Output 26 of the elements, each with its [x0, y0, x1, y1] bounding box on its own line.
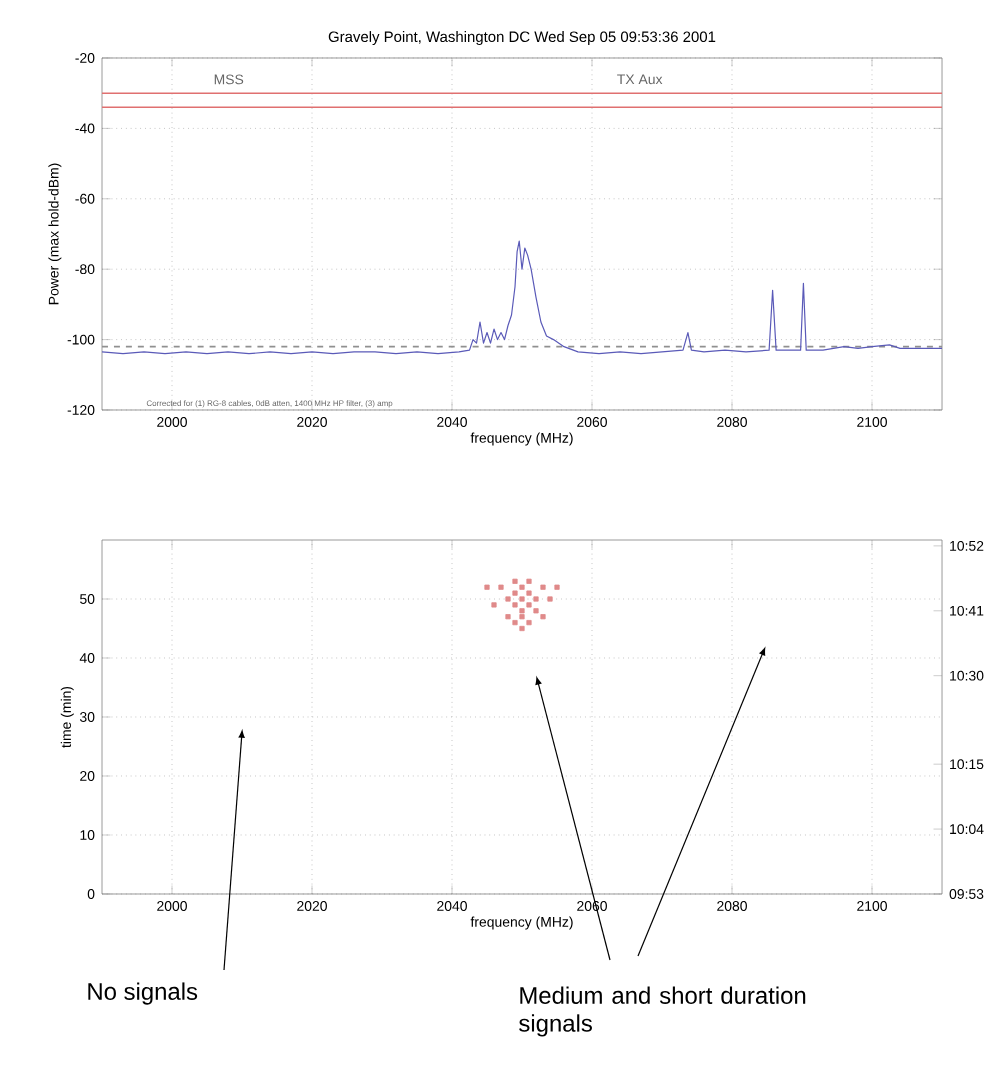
point	[547, 596, 553, 602]
point	[519, 608, 525, 614]
point	[512, 578, 518, 584]
point	[519, 596, 525, 602]
point	[554, 584, 560, 590]
point	[519, 614, 525, 620]
text: Medium and short duration signals	[519, 986, 806, 1037]
point	[526, 578, 532, 584]
point	[526, 602, 532, 608]
point	[540, 614, 546, 620]
point	[491, 602, 497, 608]
point	[519, 584, 525, 590]
point	[512, 602, 518, 608]
point	[533, 608, 539, 614]
point	[484, 584, 490, 590]
point	[533, 596, 539, 602]
point	[512, 590, 518, 596]
point	[540, 584, 546, 590]
point	[498, 584, 504, 590]
point	[512, 620, 518, 626]
text: No signals	[88, 982, 198, 1005]
point	[526, 620, 532, 626]
point	[519, 625, 525, 632]
point	[505, 614, 511, 620]
point	[526, 590, 532, 596]
point	[505, 596, 511, 602]
